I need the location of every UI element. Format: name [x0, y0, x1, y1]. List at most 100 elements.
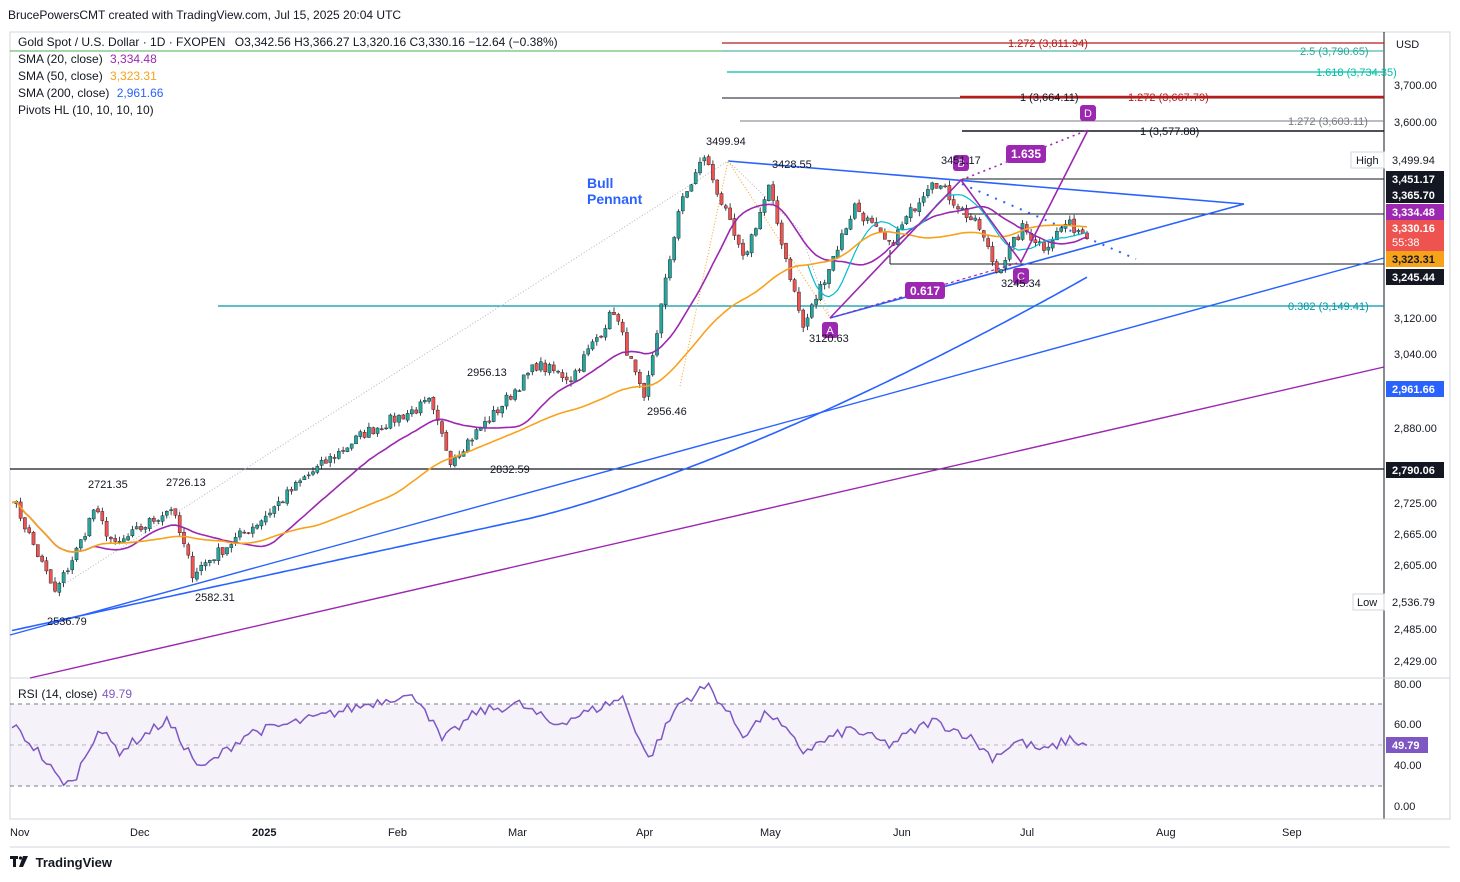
badge-3499: [1386, 152, 1444, 168]
candle-down: [44, 560, 49, 572]
badge-sma200-text: 2,961.66: [1392, 384, 1435, 396]
candle-down: [186, 544, 191, 556]
candle-down: [182, 531, 186, 545]
badge-sma50-text: 3,323.31: [1392, 254, 1435, 266]
rsi-tick: 0.00: [1394, 801, 1415, 813]
legend-symbol-row[interactable]: Gold Spot / U.S. Dollar · 1D · FXOPEN O3…: [18, 34, 558, 51]
candle-up: [130, 529, 135, 537]
badge-sma50: [1386, 251, 1444, 267]
candle-up: [607, 311, 612, 330]
candle-up: [745, 251, 750, 255]
point-d-badge: [1080, 105, 1096, 121]
candle-down: [190, 555, 195, 579]
x-tick: Jun: [893, 827, 911, 839]
x-tick: Mar: [508, 827, 527, 839]
candle-up: [203, 562, 208, 567]
fib-label-6: 1.272 (3,603.11): [1288, 116, 1368, 128]
rsi-label: RSI (14, close): [18, 687, 97, 701]
candle-down: [569, 380, 573, 383]
y-tick: 2,605.00: [1394, 560, 1437, 572]
candle-down: [741, 242, 745, 256]
candle-down: [706, 156, 711, 165]
time-axis[interactable]: Nov Dec 2025 Feb Mar Apr May Jun Jul Aug…: [10, 827, 1302, 839]
candle-down: [797, 291, 801, 311]
candle-down: [642, 383, 646, 398]
candle-up: [973, 217, 977, 221]
candle-down: [599, 335, 603, 338]
candle-up: [272, 506, 277, 514]
tradingview-brand[interactable]: TradingView: [10, 855, 112, 870]
candle-down: [956, 206, 960, 210]
candle-up: [169, 509, 173, 511]
candle-up: [904, 216, 909, 224]
fib-label-8: 0.382 (3,149.41): [1288, 301, 1369, 313]
candlestick-series: [14, 154, 1089, 597]
candle-up: [263, 515, 268, 523]
badge-3245: [1386, 269, 1444, 285]
candle-up: [960, 207, 965, 210]
candle-down: [289, 488, 294, 492]
fib-label-4: 1 (3,664.11): [1020, 92, 1079, 104]
candle-up: [921, 196, 926, 203]
candle-down: [220, 547, 225, 555]
candle-down: [784, 243, 788, 260]
candle-down: [732, 218, 737, 236]
candle-down: [629, 356, 633, 359]
candle-down: [246, 532, 251, 534]
candle-up: [410, 409, 414, 415]
pivot-label: 2582.31: [195, 592, 235, 604]
candle-down: [1033, 239, 1038, 243]
bull-pennant-text-2: Pennant: [587, 191, 643, 207]
badge-last-price: [1386, 220, 1444, 251]
candle-up: [315, 466, 320, 473]
candle-up: [453, 457, 457, 466]
candle-up: [805, 317, 810, 327]
sma200-value: 2,961.66: [116, 86, 164, 100]
candle-up: [418, 401, 423, 414]
candle-down: [242, 531, 247, 534]
pivot-label: 3451.17: [941, 155, 981, 167]
x-tick: Dec: [130, 827, 150, 839]
candle-up: [427, 398, 431, 402]
badge-2790-text: 2,790.06: [1392, 465, 1435, 477]
candle-down: [324, 459, 328, 464]
candle-up: [255, 524, 259, 529]
candle-up: [354, 435, 358, 445]
candle-up: [147, 518, 152, 529]
y-tick: 3,040.00: [1394, 349, 1437, 361]
x-tick: Aug: [1156, 827, 1176, 839]
purple-trendline: [29, 366, 1385, 679]
legend-sma20[interactable]: SMA (20, close) 3,334.48: [18, 51, 558, 68]
sma10-line: [806, 194, 1088, 298]
candle-down: [109, 536, 113, 540]
candle-up: [70, 560, 74, 571]
candle-up: [294, 482, 298, 491]
candle-up: [276, 501, 281, 506]
candle-up: [337, 451, 341, 459]
candle-down: [719, 193, 724, 205]
candle-down: [771, 184, 775, 201]
brand-text: TradingView: [35, 855, 112, 870]
candle-down: [401, 414, 406, 420]
candle-down: [779, 222, 784, 245]
candle-up: [491, 410, 496, 422]
candle-up: [212, 559, 216, 561]
moving-averages: [11, 194, 1088, 632]
legend-sma200[interactable]: SMA (200, close) 2,961.66: [18, 85, 558, 102]
candle-up: [474, 429, 479, 440]
candle-up: [827, 269, 831, 284]
candle-up: [466, 439, 470, 452]
candle-down: [711, 164, 715, 181]
legend-sma50[interactable]: SMA (50, close) 3,323.31: [18, 68, 558, 85]
candle-up: [1063, 223, 1068, 229]
pivot-label: 2956.46: [647, 406, 687, 418]
legend-pivots[interactable]: Pivots HL (10, 10, 10, 10): [18, 102, 558, 119]
candle-up: [896, 229, 900, 245]
chart-attribution: BrucePowersCMT created with TradingView.…: [8, 8, 402, 22]
candle-up: [521, 374, 526, 391]
candle-down: [552, 364, 556, 371]
price-axis[interactable]: USD 3,700.00 3,600.00 3,120.00 3,040.00 …: [1394, 39, 1437, 668]
rsi-tick: 80.00: [1394, 679, 1422, 691]
candle-up: [74, 547, 79, 560]
candle-up: [930, 182, 934, 190]
